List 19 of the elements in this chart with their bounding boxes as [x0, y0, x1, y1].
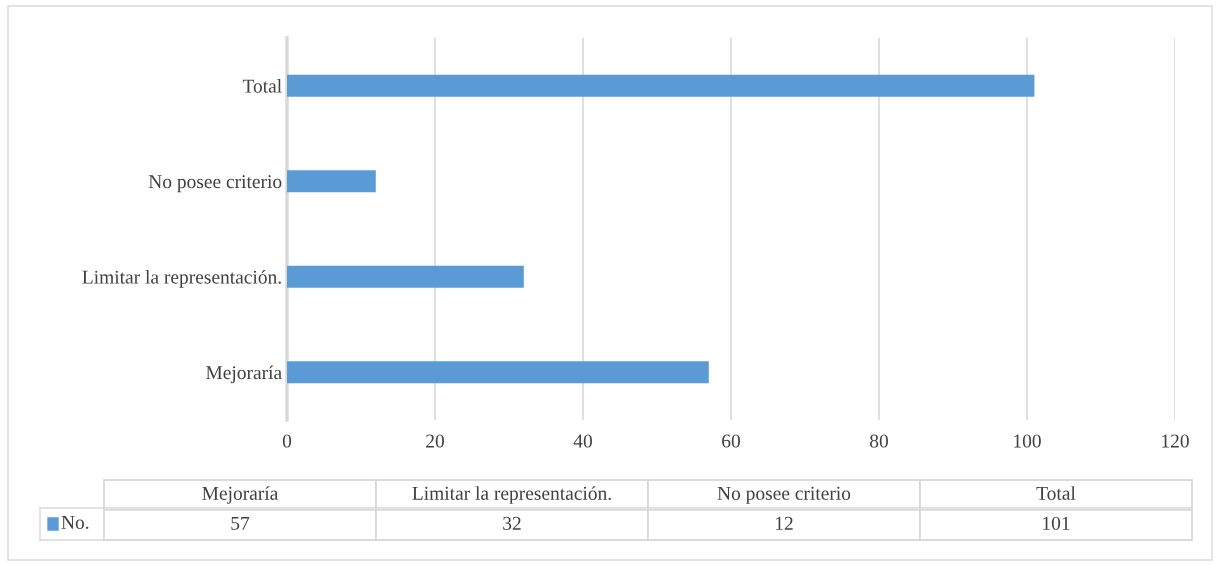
- text: 32: [503, 516, 521, 530]
- category-label: Limitar la representación.: [412, 486, 611, 504]
- x-tick-label: 40: [573, 434, 592, 448]
- category-label: No posee criterio: [717, 486, 851, 504]
- x-tick-label: 120: [1162, 434, 1189, 448]
- x-tick-label: 60: [722, 434, 740, 448]
- x-tick-label: 80: [870, 434, 888, 448]
- text: 57: [231, 516, 250, 530]
- legend-label: No.: [61, 515, 89, 529]
- x-tick-label: 0: [282, 434, 292, 448]
- text: 101: [1043, 516, 1070, 530]
- category-label: Total: [1036, 486, 1076, 500]
- text: 12: [775, 516, 793, 530]
- x-tick-label: 20: [426, 434, 444, 448]
- y-tick-label: No posee criterio: [148, 175, 282, 193]
- y-tick-label: Total: [242, 79, 282, 93]
- x-tick-label: 100: [1014, 434, 1041, 448]
- y-tick-label: Mejoraría: [206, 365, 282, 384]
- y-tick-label: Limitar la representación.: [82, 269, 281, 288]
